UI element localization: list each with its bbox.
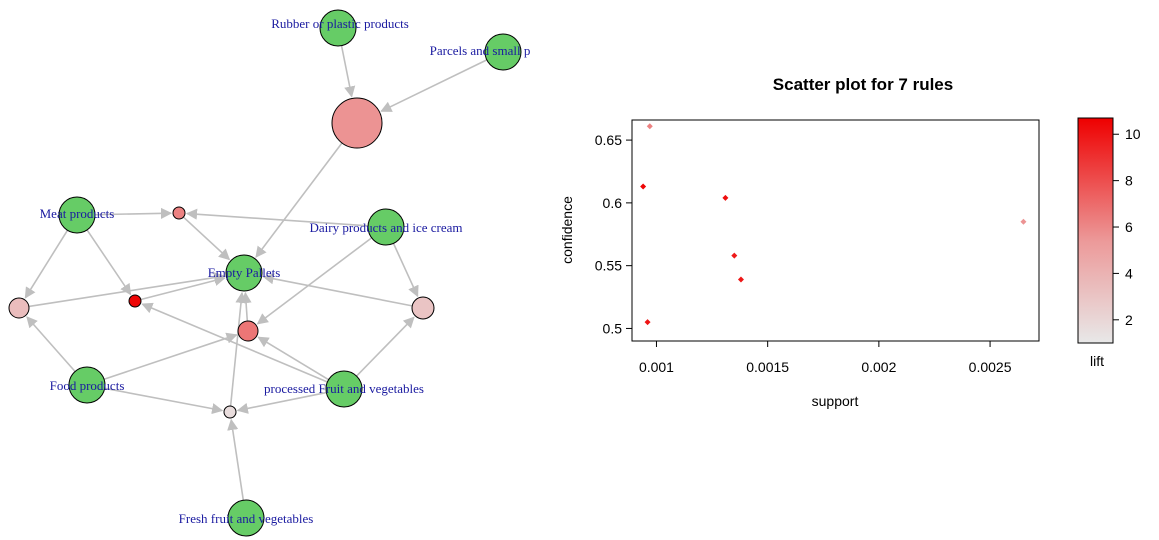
edge-food-r4: [26, 316, 76, 373]
colorbar-tick-label: 8: [1125, 173, 1133, 189]
rules-graph: Rubber or plastic products Parcels and sm…: [8, 9, 531, 537]
data-points: [640, 123, 1027, 326]
colorbar-tick-label: 4: [1125, 265, 1133, 281]
item-label-parcels: Parcels and small p: [430, 43, 531, 58]
y-axis: 0.5 0.55 0.6 0.65: [595, 132, 632, 336]
edge-r2-empty: [182, 216, 231, 261]
edge-dairy-r5: [392, 243, 419, 298]
x-tick-label: 0.0015: [746, 359, 789, 375]
edge-food-r7: [104, 387, 224, 415]
item-node-processed: [325, 370, 363, 408]
y-tick-label: 0.65: [595, 132, 622, 148]
data-point-6: [737, 276, 744, 283]
edge-rubber-r1: [340, 45, 356, 98]
edge-meat-r4: [24, 229, 69, 299]
colorbar-label: lift: [1090, 353, 1104, 369]
y-tick-label: 0.6: [603, 195, 623, 211]
item-label-food: Food products: [50, 378, 125, 393]
graph-labels: Rubber or plastic products Parcels and sm…: [40, 16, 531, 526]
lift-colorbar: [1077, 117, 1114, 344]
rule-node-r2: [172, 206, 186, 220]
edge-parcels-r1: [380, 59, 488, 112]
y-tick-label: 0.5: [603, 320, 623, 336]
rule-node-r4: [8, 297, 30, 319]
edge-meat-r2: [94, 207, 173, 219]
item-label-meat: Meat products: [40, 206, 115, 221]
data-point-2: [646, 123, 653, 130]
rule-node-r5: [411, 296, 435, 320]
item-label-rubber: Rubber or plastic products: [271, 16, 409, 31]
item-label-empty: Empty Pallets: [208, 265, 281, 280]
rule-node-r7: [223, 405, 237, 419]
y-tick-label: 0.55: [595, 258, 622, 274]
x-axis-label: support: [812, 393, 859, 409]
item-node-rubber: [319, 9, 357, 47]
rule-node-r1: [331, 97, 383, 149]
item-node-parcels: [484, 33, 522, 71]
data-point-3: [640, 183, 647, 190]
edge-dairy-r2: [185, 208, 369, 227]
data-point-5: [731, 252, 738, 259]
data-point-1: [1020, 218, 1027, 225]
scatter-plot: Scatter plot for 7 rules 0.001 0.0015 0.00…: [559, 75, 1141, 409]
edge-r4-empty: [28, 272, 226, 308]
item-label-dairy: Dairy products and ice cream: [309, 220, 462, 235]
edge-fresh-r7: [227, 418, 245, 501]
y-axis-label: confidence: [559, 196, 575, 264]
colorbar-tick-label: 2: [1125, 312, 1133, 328]
item-label-fresh: Fresh fruit and vegetables: [179, 511, 314, 526]
colorbar-ticks: 2 4 6 8 10: [1113, 126, 1141, 328]
edge-food-r6: [103, 332, 238, 381]
item-node-meat: [58, 196, 96, 234]
plot-area: [631, 119, 1040, 342]
chart-title: Scatter plot for 7 rules: [773, 75, 953, 94]
item-label-processed: processed Fruit and vegetables: [264, 381, 424, 396]
edge-meat-r3: [86, 229, 132, 296]
data-point-4: [722, 194, 729, 201]
x-tick-label: 0.002: [861, 359, 896, 375]
colorbar-tick-label: 10: [1125, 126, 1141, 142]
colorbar-tick-label: 6: [1125, 219, 1133, 235]
edge-processed-r6: [257, 336, 330, 381]
x-axis: 0.001 0.0015 0.002 0.0025: [639, 341, 1012, 375]
edge-r7-empty: [229, 291, 247, 407]
edge-r5-empty: [262, 273, 413, 307]
edge-processed-r5: [355, 316, 415, 377]
edge-dairy-r6: [256, 237, 373, 325]
graph-edges: [24, 45, 488, 501]
graph-nodes: [8, 9, 522, 537]
edge-r1-empty: [255, 142, 343, 258]
data-point-7: [644, 319, 651, 326]
item-node-fresh: [227, 499, 265, 537]
item-node-dairy: [367, 208, 405, 246]
x-tick-label: 0.001: [639, 359, 674, 375]
rule-node-r3: [128, 294, 142, 308]
edge-r6-empty: [240, 291, 252, 322]
edge-processed-r7: [236, 391, 327, 414]
rule-node-r6: [237, 320, 259, 342]
x-tick-label: 0.0025: [969, 359, 1012, 375]
item-node-empty: [225, 254, 263, 292]
item-node-food: [68, 366, 106, 404]
edge-r3-empty: [140, 275, 226, 301]
